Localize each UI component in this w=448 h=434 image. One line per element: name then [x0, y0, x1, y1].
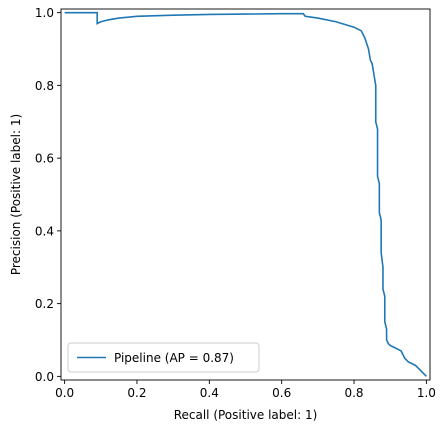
x-tick-label: 0.2	[127, 386, 146, 400]
axes-layer: 0.0 0.2 0.4 0.6 0.8 1.0 0.0 0.2 0.4 0.6 0.8 1.0 Reca…	[9, 6, 436, 422]
series-line-0	[64, 11, 427, 377]
y-tick-label: 0.8	[35, 79, 54, 93]
y-tick-label: 0.0	[35, 370, 54, 384]
axes-frame	[60, 8, 431, 381]
x-tick-label: 0.8	[344, 386, 363, 400]
legend: Pipeline (AP = 0.87)	[67, 342, 260, 373]
y-tick-label: 0.4	[35, 224, 54, 238]
y-tick-label: 0.6	[35, 152, 54, 166]
y-tick-label: 1.0	[35, 6, 54, 20]
legend-box	[67, 342, 260, 373]
x-tick-label: 0.4	[200, 386, 219, 400]
y-axis-label: Precision (Positive label: 1)	[9, 114, 23, 275]
legend-label: Pipeline (AP = 0.87)	[114, 351, 234, 365]
x-tick-label: 0.6	[272, 386, 291, 400]
y-tick-label: 0.2	[35, 297, 54, 311]
x-tick-label: 0.0	[55, 386, 74, 400]
x-axis-label: Recall (Positive label: 1)	[174, 408, 318, 422]
plot-layer	[64, 11, 427, 377]
x-tick-label: 1.0	[417, 386, 436, 400]
